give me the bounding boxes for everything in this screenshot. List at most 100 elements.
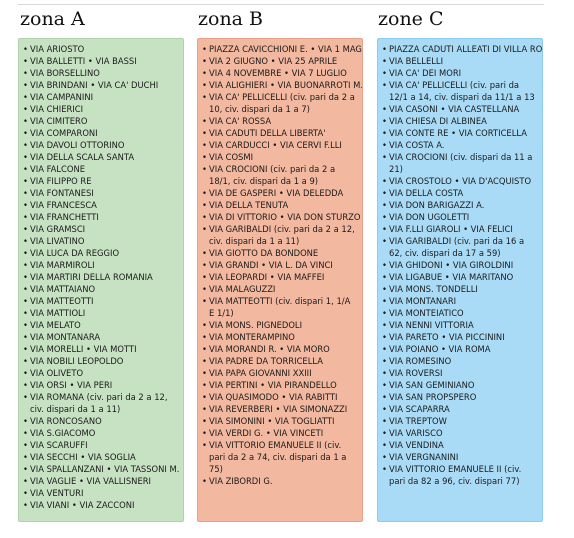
street-item: VIA ROMESINO (382, 355, 538, 367)
street-item: VIA QUASIMODO • VIA RABITTI (202, 391, 358, 403)
street-item: VIA RONCOSANO (23, 415, 179, 427)
street-item: VIA DI VITTORIO • VIA DON STURZO (202, 211, 360, 223)
street-item: VIA ROVERSI (382, 367, 538, 379)
street-item: VIA VITTORIO EMANUELE II (civ. pari da 8… (382, 463, 538, 487)
street-item: VIA GARIBALDI (civ. pari da 2 a 12, civ.… (202, 223, 358, 247)
street-item: VIA LIVATINO (23, 235, 179, 247)
street-item: VIA SCAPARRA (382, 403, 538, 415)
zone-b-box: PIAZZA CAVICCHIONI E. • VIA 1 MAGGIOVIA … (197, 38, 363, 522)
street-item: VIA VERDI G. • VIA VINCETI (202, 427, 358, 439)
street-item: VIA MORELLI • VIA MOTTI (23, 343, 179, 355)
street-item: VIA CA' ROSSA (202, 115, 358, 127)
street-item: VIA MATTAIANO (23, 283, 179, 295)
street-item: VIA DE GASPERI • VIA DELEDDA (202, 187, 358, 199)
street-item: VIA DELLA COSTA (382, 187, 538, 199)
street-item: VIA MELATO (23, 319, 179, 331)
street-item: VIA CA' PELLICELLI (civ. pari da 2 a 10,… (202, 91, 358, 115)
street-item: VIA MATTIOLI (23, 307, 179, 319)
street-item: VIA PADRE DA TORRICELLA (202, 355, 358, 367)
zone-b-title: zona B (198, 8, 264, 30)
zone-a-street-list: VIA ARIOSTOVIA BALLETTI • VIA BASSIVIA B… (23, 43, 179, 511)
street-item: VIA MONTANARA (23, 331, 179, 343)
street-item: VIA BORSELLINO (23, 67, 179, 79)
street-item: VIA FONTANESI (23, 187, 179, 199)
street-item: PIAZZA CADUTI ALLEATI DI VILLA ROSSA (382, 43, 542, 55)
street-item: VIA ALIGHIERI • VIA BUONARROTI M. (202, 79, 362, 91)
street-item: VIA OLIVETO (23, 367, 179, 379)
street-item: VIA POIANO • VIA ROMA (382, 343, 538, 355)
street-item: VIA MATTEOTTI (23, 295, 179, 307)
street-item: VIA 2 GIUGNO • VIA 25 APRILE (202, 55, 358, 67)
street-item: VIA MONS. PIGNEDOLI (202, 319, 358, 331)
street-item: VIA VENDINA (382, 439, 538, 451)
street-item: VIA CARDUCCI • VIA CERVI F.LLI (202, 139, 358, 151)
zone-a-box: VIA ARIOSTOVIA BALLETTI • VIA BASSIVIA B… (18, 38, 184, 522)
street-item: VIA FRANCESCA (23, 199, 179, 211)
street-item: VIA CONTE RE • VIA CORTICELLA (382, 127, 538, 139)
street-item: VIA MONS. TONDELLI (382, 283, 538, 295)
street-item: VIA VITTORIO EMANUELE II (civ. pari da 2… (202, 439, 358, 475)
street-item: VIA FRANCHETTI (23, 211, 179, 223)
street-item: VIA MONTEIATICO (382, 307, 538, 319)
street-item: VIA CROSTOLO • VIA D'ACQUISTO (382, 175, 538, 187)
street-item: VIA NOBILI LEOPOLDO (23, 355, 179, 367)
street-item: VIA BELLELLI (382, 55, 538, 67)
street-item: VIA DON UGOLETTI (382, 211, 538, 223)
street-item: VIA REVERBERI • VIA SIMONAZZI (202, 403, 358, 415)
street-item: VIA SAN PROPSPERO (382, 391, 538, 403)
street-item: VIA VERGNANINI (382, 451, 538, 463)
zone-c-box: PIAZZA CADUTI ALLEATI DI VILLA ROSSAVIA … (377, 38, 543, 522)
street-item: VIA CA' PELLICELLI (civ. pari da 12/1 a … (382, 79, 538, 103)
street-item: VIA GRAMSCI (23, 223, 179, 235)
street-item: VIA CA' DEI MORI (382, 67, 538, 79)
street-item: VIA COSMI (202, 151, 358, 163)
street-item: PIAZZA CAVICCHIONI E. • VIA 1 MAGGIO (202, 43, 362, 55)
zone-a-title: zona A (20, 8, 85, 30)
street-item: VIA MARMIROLI (23, 259, 179, 271)
street-item: VIA PARETO • VIA PICCININI (382, 331, 538, 343)
street-item: VIA DELLA TENUTA (202, 199, 358, 211)
street-item: VIA BRINDANI • VIA CA' DUCHI (23, 79, 179, 91)
street-item: VIA ORSI • VIA PERI (23, 379, 179, 391)
street-item: VIA PAPA GIOVANNI XXIII (202, 367, 358, 379)
street-item: VIA ARIOSTO (23, 43, 179, 55)
street-item: VIA ROMANA (civ. pari da 2 a 12, civ. di… (23, 391, 179, 415)
street-item: VIA DON BARIGAZZI A. (382, 199, 538, 211)
street-item: VIA CHIESA DI ALBINEA (382, 115, 538, 127)
street-item: VIA CIMITERO (23, 115, 179, 127)
street-item: VIA CHIERICI (23, 103, 179, 115)
street-item: VIA LUCA DA REGGIO (23, 247, 179, 259)
street-item: VIA VIANI • VIA ZACCONI (23, 499, 179, 511)
street-item: VIA SIMONINI • VIA TOGLIATTI (202, 415, 358, 427)
street-item: VIA VAGLIE • VIA VALLISNERI (23, 475, 179, 487)
street-item: VIA MONTANARI (382, 295, 538, 307)
street-item: VIA TREPTOW (382, 415, 538, 427)
street-item: VIA CROCIONI (civ. dispari da 11 a 21) (382, 151, 538, 175)
street-item: VIA MARTIRI DELLA ROMANIA (23, 271, 179, 283)
street-item: VIA CADUTI DELLA LIBERTA' (202, 127, 358, 139)
street-item: VIA SPALLANZANI • VIA TASSONI M. (23, 463, 179, 475)
street-item: VIA 4 NOVEMBRE • VIA 7 LUGLIO (202, 67, 358, 79)
street-item: VIA VENTURI (23, 487, 179, 499)
zone-b-street-list: PIAZZA CAVICCHIONI E. • VIA 1 MAGGIOVIA … (202, 43, 362, 487)
street-item: VIA PERTINI • VIA PIRANDELLO (202, 379, 358, 391)
zone-c-title: zone C (378, 8, 444, 30)
street-item: VIA F.LLI GIAROLI • VIA FELICI (382, 223, 538, 235)
street-item: VIA CAMPANINI (23, 91, 179, 103)
street-item: VIA DELLA SCALA SANTA (23, 151, 179, 163)
street-item: VIA DAVOLI OTTORINO (23, 139, 179, 151)
street-item: VIA GRANDI • VIA L. DA VINCI (202, 259, 358, 271)
street-item: VIA VARISCO (382, 427, 538, 439)
street-item: VIA GHIDONI • VIA GIROLDINI (382, 259, 538, 271)
street-item: VIA COSTA A. (382, 139, 538, 151)
street-item: VIA SAN GEMINIANO (382, 379, 538, 391)
street-item: VIA COMPARONI (23, 127, 179, 139)
street-item: VIA CROCIONI (civ. pari da 2 a 18/1, civ… (202, 163, 358, 187)
top-divider (18, 4, 544, 5)
street-item: VIA FILIPPO RE (23, 175, 179, 187)
street-item: VIA ZIBORDI G. (202, 475, 358, 487)
street-item: VIA SCARUFFI (23, 439, 179, 451)
street-item: VIA LEOPARDI • VIA MAFFEI (202, 271, 358, 283)
street-item: VIA GIOTTO DA BONDONE (202, 247, 358, 259)
street-item: VIA LIGABUE • VIA MARITANO (382, 271, 538, 283)
